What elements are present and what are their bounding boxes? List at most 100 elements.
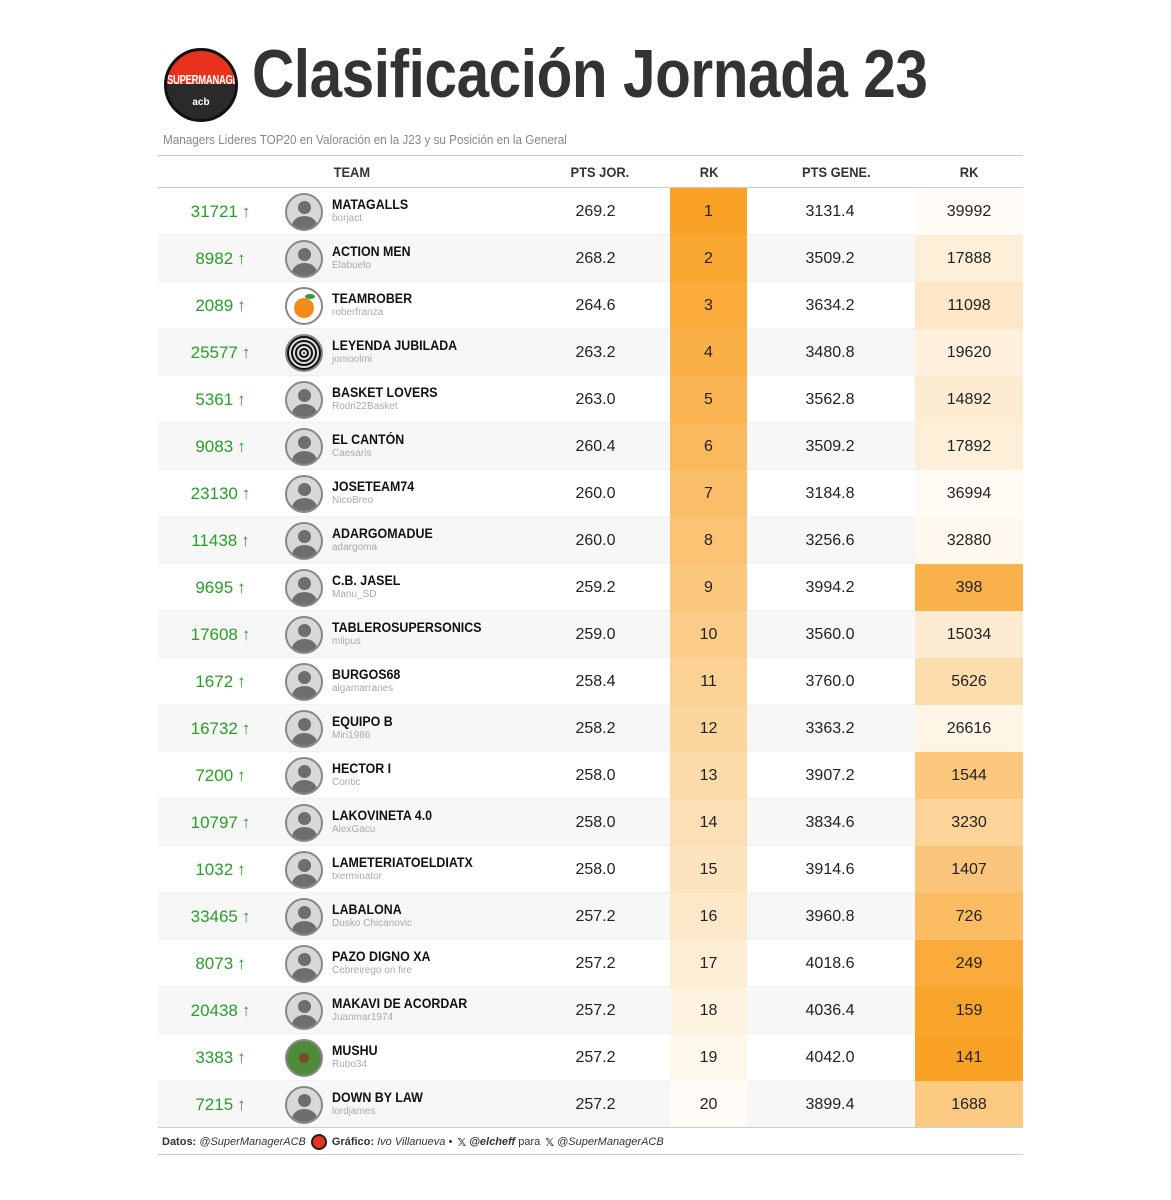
- pts-general: 3363.2: [805, 719, 855, 737]
- team-name: TABLEROSUPERSONICS: [332, 620, 482, 635]
- rank-jornada: 17: [670, 940, 747, 987]
- pts-jornada: 269.2: [575, 202, 616, 220]
- table-row: 17608 ↑ TABLEROSUPERSONICS mlipus 259.0 1…: [158, 611, 1023, 658]
- rank-jornada: 8: [670, 517, 747, 564]
- manager-name: Elabuelo: [332, 260, 371, 271]
- manager-name: Caesaris: [332, 448, 372, 459]
- pts-jornada: 260.0: [575, 484, 616, 502]
- rank-change: 20438 ↑: [190, 1000, 251, 1020]
- pts-general: 3960.8: [805, 907, 855, 925]
- table-row: 7215 ↑ DOWN BY LAW lordjames 257.2 20 389…: [158, 1081, 1023, 1128]
- manager-name: Cebreirego on fire: [332, 965, 413, 976]
- rank-change: 1032 ↑: [195, 859, 246, 879]
- default-avatar-icon: [285, 804, 323, 842]
- team-cell: EL CANTÓN Caesaris: [332, 432, 411, 459]
- grass-avatar-icon: [285, 1039, 323, 1077]
- manager-name: txerminator: [332, 871, 383, 882]
- pts-jornada: 257.2: [575, 1001, 616, 1019]
- rank-general: 141: [915, 1034, 1023, 1081]
- table-row: 20438 ↑ MAKAVI DE ACORDAR Juanmar1974 257…: [158, 987, 1023, 1034]
- table-row: 9695 ↑ C.B. JASEL Manu_SD 259.2 9 3994.2 …: [158, 564, 1023, 611]
- pts-jornada: 259.0: [575, 625, 616, 643]
- col-rk-jor: RK: [699, 164, 719, 180]
- default-avatar-icon: [285, 945, 323, 983]
- team-name: MUSHU: [332, 1043, 378, 1058]
- pts-jornada: 264.6: [575, 296, 616, 314]
- footer-source-handle[interactable]: @SuperManagerACB: [557, 1136, 664, 1148]
- team-name: LAKOVINETA 4.0: [332, 808, 433, 823]
- manager-name: NicoBreo: [332, 495, 374, 506]
- table-row: 11438 ↑ ADARGOMADUE adargoma 260.0 8 3256…: [158, 517, 1023, 564]
- team-name: MAKAVI DE ACORDAR: [332, 996, 468, 1011]
- rank-general: 26616: [915, 705, 1023, 752]
- team-cell: LEYENDA JUBILADA jomoolmi: [332, 338, 468, 365]
- pts-jornada: 257.2: [575, 954, 616, 972]
- team-name: ACTION MEN: [332, 244, 411, 259]
- rank-jornada: 13: [670, 752, 747, 799]
- pts-jornada: 260.4: [575, 437, 616, 455]
- team-cell: LABALONA Dusko Chicanovic: [332, 902, 412, 929]
- pts-jornada: 258.2: [575, 719, 616, 737]
- rank-change: 7215 ↑: [195, 1094, 246, 1114]
- team-name: TEAMROBER: [332, 291, 413, 306]
- pts-jornada: 268.2: [575, 249, 616, 267]
- rank-general: 11098: [915, 282, 1023, 329]
- header: SUPERMANAGER acb Clasificación Jornada 2…: [160, 30, 1030, 122]
- manager-name: Contic: [332, 777, 361, 788]
- default-avatar-icon: [285, 240, 323, 278]
- rank-change: 11438 ↑: [191, 530, 250, 550]
- rank-change: 8982 ↑: [195, 248, 246, 268]
- default-avatar-icon: [285, 851, 323, 889]
- pts-jornada: 263.2: [575, 343, 616, 361]
- team-cell: DOWN BY LAW lordjames: [332, 1090, 431, 1117]
- page-title: Clasificación Jornada 23: [252, 36, 928, 112]
- arrow-up-icon: ↑: [237, 436, 246, 456]
- team-cell: ADARGOMADUE adargoma: [332, 526, 442, 553]
- manager-name: Manu_SD: [332, 589, 377, 600]
- col-rk-gen: RK: [959, 164, 979, 180]
- pts-general: 3914.6: [805, 860, 855, 878]
- pts-general: 3994.2: [805, 578, 855, 596]
- manager-name: algamarranes: [332, 683, 394, 694]
- table-row: 33465 ↑ LABALONA Dusko Chicanovic 257.2 1…: [158, 893, 1023, 940]
- arrow-up-icon: ↑: [241, 530, 250, 550]
- team-name: LABALONA: [332, 902, 402, 917]
- table-row: 8982 ↑ ACTION MEN Elabuelo 268.2 2 3509.2…: [158, 235, 1023, 282]
- team-name: PAZO DIGNO XA: [332, 949, 431, 964]
- rank-jornada: 16: [670, 893, 747, 940]
- manager-name: Juanmar1974: [332, 1012, 394, 1023]
- default-avatar-icon: [285, 193, 323, 231]
- col-team: TEAM: [333, 164, 371, 180]
- pts-general: 3131.4: [805, 202, 855, 220]
- footer-datos-label: Datos:: [162, 1136, 197, 1148]
- team-name: LEYENDA JUBILADA: [332, 338, 458, 353]
- team-cell: HECTOR I Contic: [332, 761, 396, 788]
- table-row: 25577 ↑ LEYENDA JUBILADA jomoolmi 263.2 4…: [158, 329, 1023, 376]
- pts-general: 4042.0: [805, 1048, 855, 1066]
- rank-jornada: 18: [670, 987, 747, 1034]
- rank-general: 32880: [915, 517, 1023, 564]
- team-name: EL CANTÓN: [332, 432, 405, 447]
- rank-change: 31721 ↑: [190, 201, 251, 221]
- manager-name: Rubo34: [332, 1059, 368, 1070]
- arrow-up-icon: ↑: [237, 765, 246, 785]
- default-avatar-icon: [285, 569, 323, 607]
- arrow-up-icon: ↑: [237, 859, 246, 879]
- table-body: 31721 ↑ MATAGALLS borjact 269.2 1 3131.4 …: [158, 188, 1023, 1128]
- default-avatar-icon: [285, 992, 323, 1030]
- rank-general: 5626: [915, 658, 1023, 705]
- pts-jornada: 257.2: [575, 1048, 616, 1066]
- rank-change: 25577 ↑: [190, 342, 251, 362]
- team-name: BURGOS68: [332, 667, 401, 682]
- arrow-up-icon: ↑: [237, 295, 246, 315]
- pts-general: 3834.6: [805, 813, 855, 831]
- footer-author-handle[interactable]: @elcheff: [469, 1136, 516, 1148]
- arrow-up-icon: ↑: [237, 577, 246, 597]
- table-header: TEAM PTS JOR. RK PTS GENE. RK: [158, 155, 1023, 188]
- team-cell: BURGOS68 algamarranes: [332, 667, 406, 694]
- pts-general: 3760.0: [805, 672, 855, 690]
- pts-jornada: 257.2: [575, 1095, 616, 1113]
- manager-name: Rodri22Basket: [332, 401, 398, 412]
- rank-general: 14892: [915, 376, 1023, 423]
- manager-name: Miri1986: [332, 730, 371, 741]
